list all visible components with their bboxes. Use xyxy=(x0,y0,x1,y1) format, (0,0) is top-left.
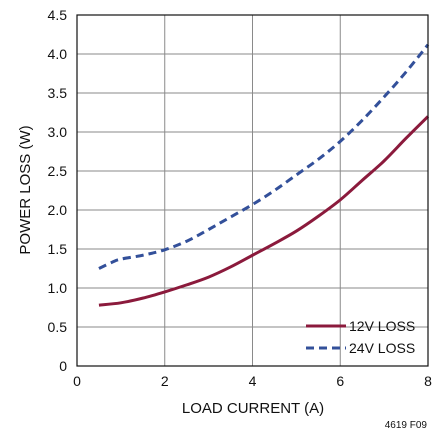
y-tick-label: 3.5 xyxy=(48,85,68,101)
y-axis-title: POWER LOSS (W) xyxy=(17,125,34,254)
plot-frame xyxy=(76,14,429,367)
series-line-24v-loss xyxy=(98,43,430,270)
x-tick-label: 8 xyxy=(424,373,432,389)
y-tick-label: 2.5 xyxy=(48,163,68,179)
series-line-12v-loss xyxy=(98,115,430,307)
y-tick-label: 4.0 xyxy=(48,46,68,62)
y-tick-label: 0 xyxy=(59,358,67,374)
y-tick-label: 4.5 xyxy=(48,7,68,23)
legend-label-24v: 24V LOSS xyxy=(349,340,415,356)
series-layer xyxy=(98,43,430,307)
x-axis-title: LOAD CURRENT (A) xyxy=(182,400,324,417)
legend: 12V LOSS 24V LOSS xyxy=(306,318,415,356)
tick-labels: 0 2 4 6 8 0 0.5 1.0 1.5 2.0 2.5 3.0 3.5 4.0 4.5 xyxy=(48,7,433,389)
x-tick-label: 6 xyxy=(336,373,344,389)
x-tick-label: 4 xyxy=(249,373,257,389)
y-tick-label: 3.0 xyxy=(48,124,68,140)
x-tick-label: 0 xyxy=(73,373,81,389)
x-tick-label: 2 xyxy=(161,373,169,389)
y-tick-label: 0.5 xyxy=(48,319,68,335)
y-tick-label: 2.0 xyxy=(48,202,68,218)
y-tick-label: 1.0 xyxy=(48,280,68,296)
y-tick-label: 1.5 xyxy=(48,241,68,257)
figure-id: 4619 F09 xyxy=(385,420,428,431)
grid-lines xyxy=(77,15,428,366)
legend-label-12v: 12V LOSS xyxy=(349,318,415,334)
